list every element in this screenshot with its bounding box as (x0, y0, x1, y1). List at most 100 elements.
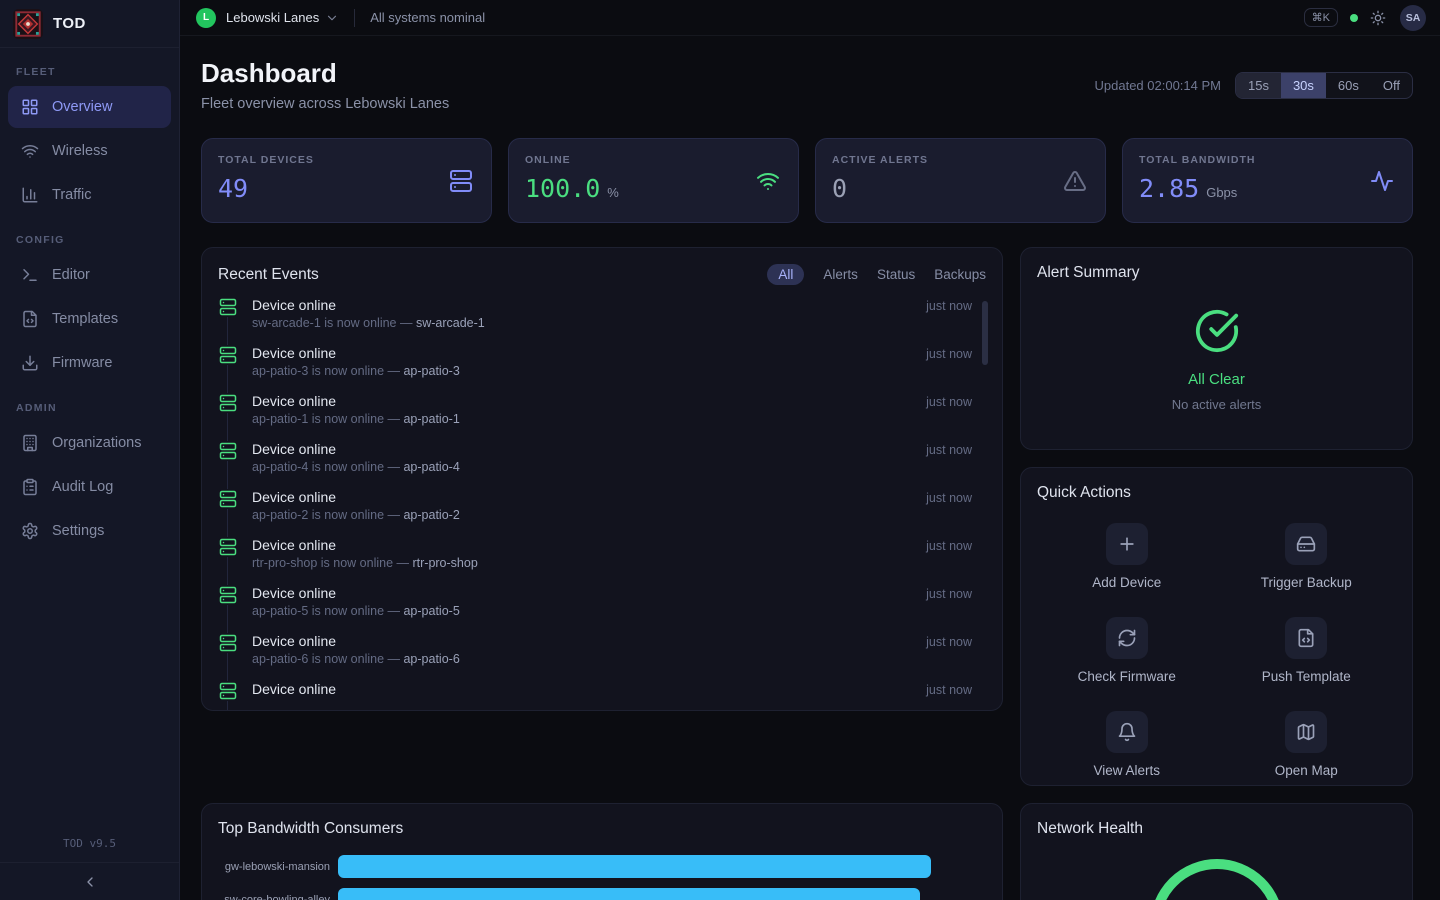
quick-action-label: View Alerts (1093, 763, 1160, 778)
events-tab-backups[interactable]: Backups (934, 267, 986, 282)
event-row: Device online just now rtr-pro-shop is n… (218, 537, 986, 585)
nav-section-label: CONFIG (16, 234, 179, 246)
user-avatar[interactable]: SA (1400, 5, 1426, 31)
org-avatar: L (196, 8, 216, 28)
nav-section-label: ADMIN (16, 402, 179, 414)
sidebar-item-traffic[interactable]: Traffic (8, 174, 171, 216)
sun-icon[interactable] (1370, 10, 1386, 26)
sidebar-item-label: Wireless (52, 143, 108, 159)
events-tab-status[interactable]: Status (877, 267, 915, 282)
event-detail: ap-patio-6 is now online — ap-patio-6 (252, 652, 972, 666)
stat-value: 2.85 (1139, 174, 1199, 203)
event-time: just now (926, 491, 972, 505)
event-row: Device online just now (218, 681, 986, 711)
event-title: Device online (252, 585, 336, 601)
event-title: Device online (252, 489, 336, 505)
quick-action-trigger-backup[interactable]: Trigger Backup (1217, 523, 1397, 590)
wifi-icon (756, 169, 780, 193)
network-health-panel: Network Health 100 (1020, 803, 1413, 900)
quick-action-add-device[interactable]: Add Device (1037, 523, 1217, 590)
refresh-option-30s[interactable]: 30s (1281, 73, 1326, 98)
org-selector[interactable]: Lebowski Lanes (226, 10, 319, 25)
server-icon (218, 297, 238, 317)
sidebar-collapse-button[interactable] (0, 862, 179, 900)
sidebar-item-audit-log[interactable]: Audit Log (8, 466, 171, 508)
quick-action-label: Open Map (1275, 763, 1338, 778)
bell-icon (1117, 722, 1137, 742)
event-time: just now (926, 683, 972, 697)
event-row: Device online just now ap-patio-4 is now… (218, 441, 986, 489)
quick-action-push-template[interactable]: Push Template (1217, 617, 1397, 684)
page-subtitle: Fleet overview across Lebowski Lanes (201, 96, 449, 112)
system-status-text: All systems nominal (370, 10, 485, 25)
event-detail: ap-patio-4 is now online — ap-patio-4 (252, 460, 972, 474)
stat-card-active-alerts: ACTIVE ALERTS 0 (815, 138, 1106, 223)
wifi-icon (21, 142, 39, 160)
bandwidth-chart: gw-lebowski-mansion sw-core-bowling-alle… (218, 855, 986, 900)
sidebar-nav: FLEET Overview Wireless Traffic CONFIG E… (0, 48, 179, 827)
events-scrollbar[interactable] (982, 301, 988, 365)
bar-chart-icon (21, 186, 39, 204)
stat-label: ONLINE (525, 154, 782, 166)
rug-logo-icon (13, 9, 43, 39)
event-row: Device online just now ap-patio-6 is now… (218, 633, 986, 681)
chevron-down-icon[interactable] (325, 11, 339, 25)
stat-unit: % (607, 185, 619, 200)
event-row: Device online just now ap-patio-2 is now… (218, 489, 986, 537)
event-row: Device online just now ap-patio-1 is now… (218, 393, 986, 441)
sidebar-item-editor[interactable]: Editor (8, 254, 171, 296)
bandwidth-device-label: sw-core-bowling-alley (218, 894, 330, 900)
left-column: Recent Events All Alerts Status Backups … (201, 247, 1003, 900)
server-icon (218, 441, 238, 461)
sidebar-item-firmware[interactable]: Firmware (8, 342, 171, 384)
brand-name: TOD (53, 15, 86, 32)
building-icon (21, 434, 39, 452)
sidebar-item-label: Traffic (52, 187, 91, 203)
activity-icon (1370, 169, 1394, 193)
page-title: Dashboard (201, 58, 449, 89)
events-tab-all[interactable]: All (767, 264, 804, 285)
server-icon (218, 393, 238, 413)
refresh-option-60s[interactable]: 60s (1326, 73, 1371, 98)
stat-card-total-devices: TOTAL DEVICES 49 (201, 138, 492, 223)
events-title: Recent Events (218, 266, 319, 284)
nav-section-label: FLEET (16, 66, 179, 78)
download-icon (21, 354, 39, 372)
terminal-icon (21, 266, 39, 284)
sidebar-item-overview[interactable]: Overview (8, 86, 171, 128)
sidebar-item-templates[interactable]: Templates (8, 298, 171, 340)
bandwidth-title: Top Bandwidth Consumers (218, 820, 403, 837)
quick-action-check-firmware[interactable]: Check Firmware (1037, 617, 1217, 684)
sidebar-item-organizations[interactable]: Organizations (8, 422, 171, 464)
bandwidth-device-label: gw-lebowski-mansion (218, 861, 330, 873)
sidebar: TOD FLEET Overview Wireless Traffic CONF… (0, 0, 180, 900)
stat-card-total-bandwidth: TOTAL BANDWIDTH 2.85 Gbps (1122, 138, 1413, 223)
server-icon (218, 489, 238, 509)
grid-icon (21, 98, 39, 116)
health-dot (1350, 14, 1358, 22)
event-detail: ap-patio-5 is now online — ap-patio-5 (252, 604, 972, 618)
command-palette-shortcut[interactable]: ⌘K (1304, 8, 1338, 27)
plus-icon (1117, 534, 1137, 554)
divider (354, 9, 355, 27)
event-row: Device online just now sw-arcade-1 is no… (218, 297, 986, 345)
events-tab-alerts[interactable]: Alerts (823, 267, 858, 282)
quick-actions-title: Quick Actions (1037, 484, 1131, 501)
quick-action-open-map[interactable]: Open Map (1217, 711, 1397, 778)
quick-action-label: Push Template (1262, 669, 1351, 684)
event-row: Device online just now ap-patio-3 is now… (218, 345, 986, 393)
event-title: Device online (252, 441, 336, 457)
file-code-icon (1296, 628, 1316, 648)
sidebar-item-label: Audit Log (52, 479, 113, 495)
sidebar-item-settings[interactable]: Settings (8, 510, 171, 552)
server-icon (218, 681, 238, 701)
sidebar-item-wireless[interactable]: Wireless (8, 130, 171, 172)
quick-action-view-alerts[interactable]: View Alerts (1037, 711, 1217, 778)
right-column: Alert Summary All Clear No active alerts… (1020, 247, 1413, 900)
updated-timestamp: Updated 02:00:14 PM (1095, 78, 1221, 93)
refresh-option-off[interactable]: Off (1371, 73, 1412, 98)
refresh-option-15s[interactable]: 15s (1236, 73, 1281, 98)
chevron-left-icon (82, 874, 98, 890)
quick-action-label: Trigger Backup (1261, 575, 1352, 590)
event-time: just now (926, 443, 972, 457)
